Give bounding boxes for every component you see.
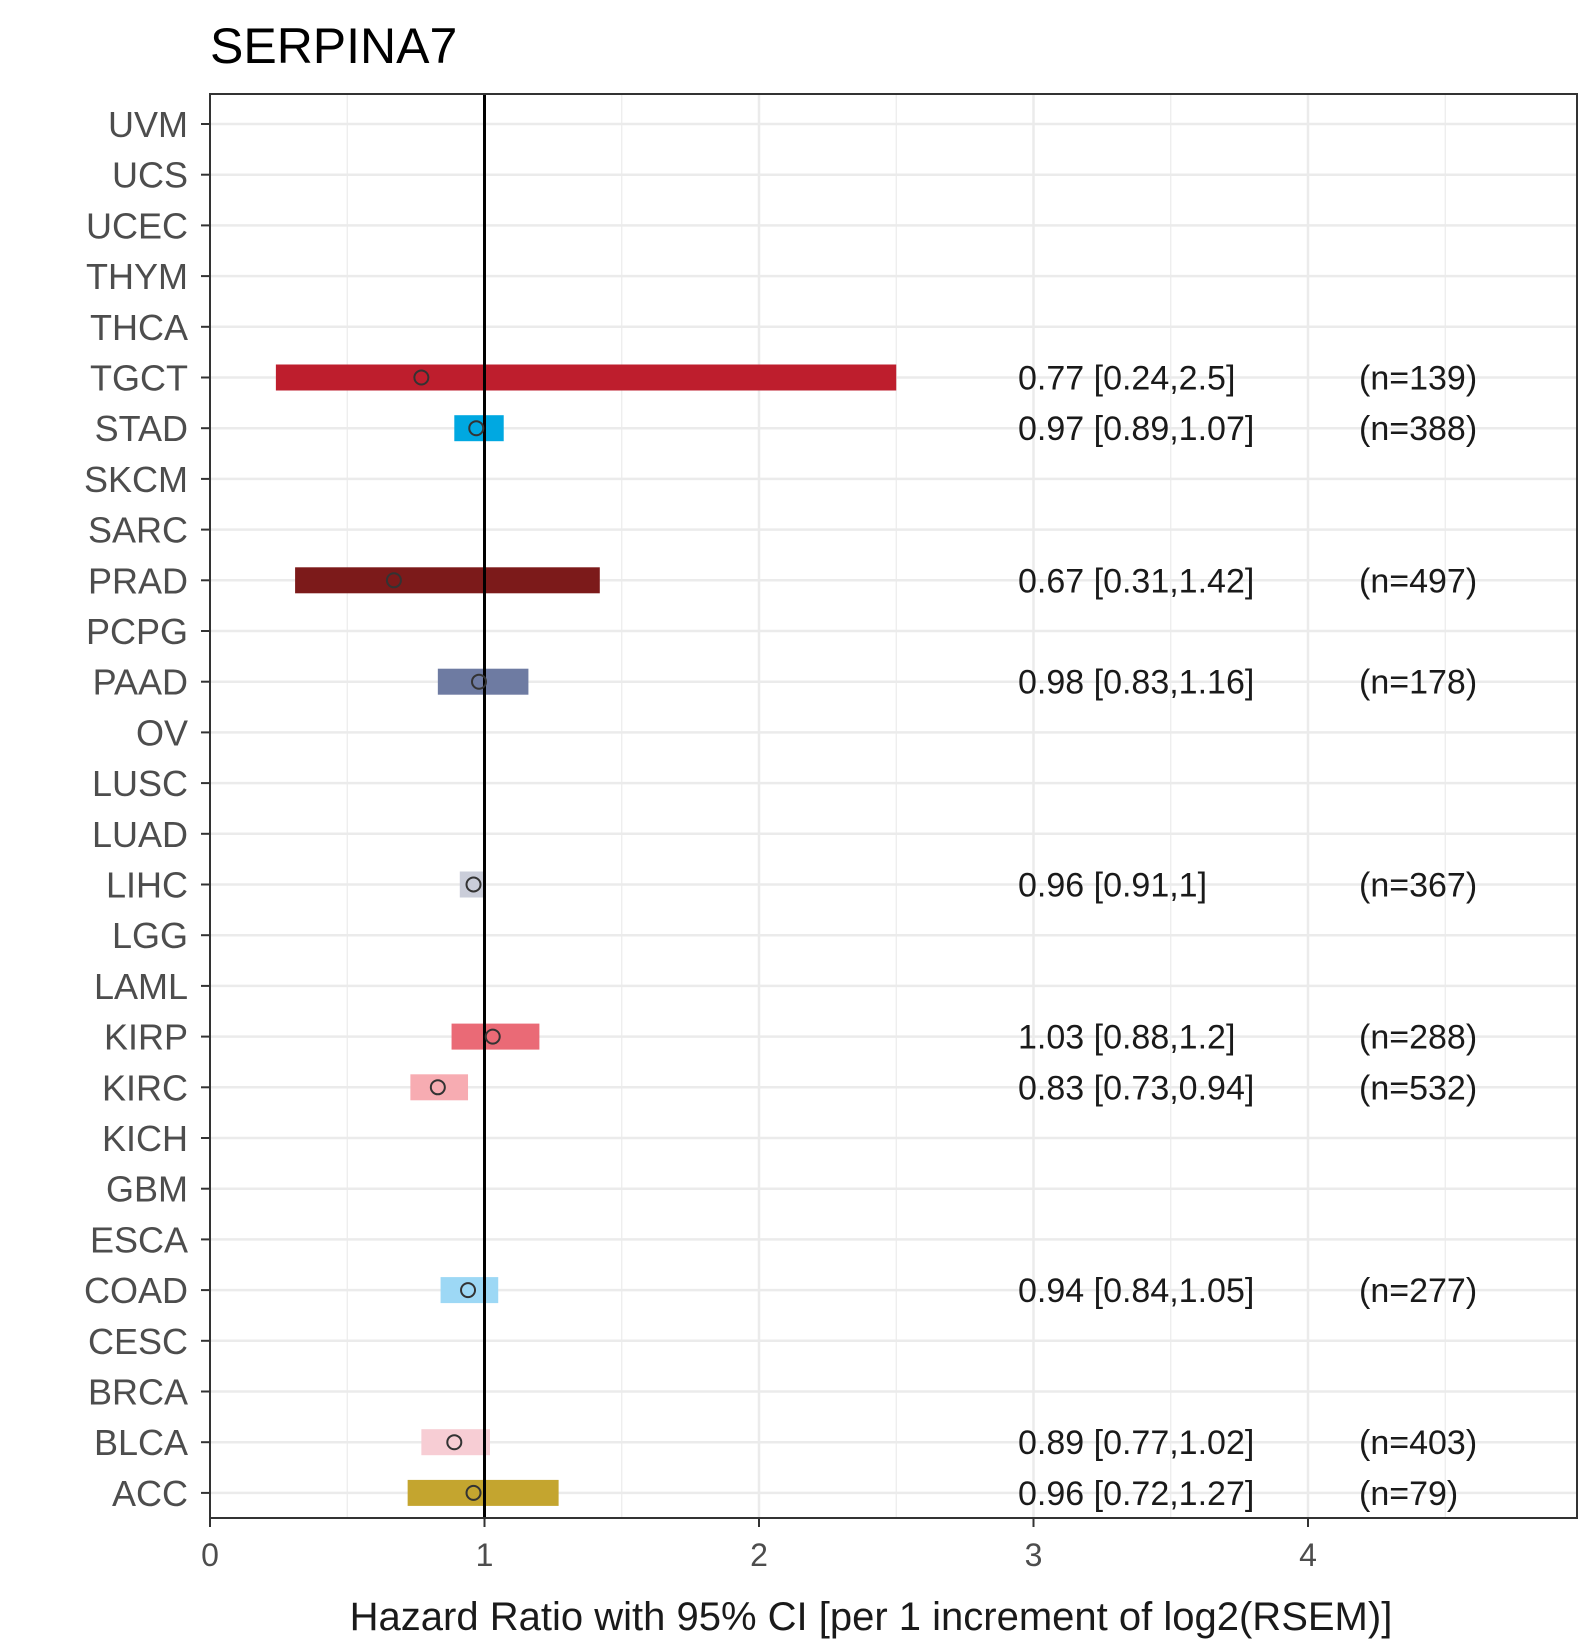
x-axis-label: Hazard Ratio with 95% CI [per 1 incremen… [350,1595,1393,1639]
hr-ci-label: 0.89 [0.77,1.02] [1018,1424,1254,1462]
y-tick-label: THYM [86,256,188,297]
x-tick-label: 1 [476,1537,494,1573]
hr-ci-label: 0.96 [0.91,1] [1018,867,1207,905]
hr-point-stad [468,420,485,437]
y-tick-label: SKCM [84,459,188,500]
ci-bar-kirc [410,1074,469,1101]
hr-points [385,369,501,1501]
y-tick-label: LUAD [92,814,188,855]
y-tick-label: ESCA [90,1219,188,1260]
hr-ci-label: 0.77 [0.24,2.5] [1018,360,1235,398]
hr-point-prad [385,572,402,589]
hr-point-coad [460,1282,477,1299]
hr-point-lihc [465,876,482,893]
sample-size-label: (n=178) [1359,664,1477,702]
x-tick-label: 0 [201,1537,219,1573]
grid [210,94,1577,1518]
y-tick-label: LIHC [106,865,188,906]
hr-ci-label: 0.98 [0.83,1.16] [1018,664,1254,702]
y-tick-label: UCS [112,155,188,196]
ci-bar-blca [421,1429,490,1456]
ci-bar-tgct [275,364,897,391]
y-tick-label: CESC [88,1321,188,1362]
x-tick-label: 2 [750,1537,768,1573]
y-tick-label: ACC [112,1473,188,1514]
y-tick-label: UVM [108,104,188,145]
sample-size-label: (n=497) [1359,562,1477,600]
y-tick-label: THCA [90,307,188,348]
hr-ci-label: 0.67 [0.31,1.42] [1018,562,1254,600]
y-tick-label: COAD [84,1270,188,1311]
hr-ci-label: 1.03 [0.88,1.2] [1018,1019,1235,1057]
sample-size-label: (n=403) [1359,1424,1477,1462]
sample-size-label: (n=79) [1359,1475,1458,1513]
ci-bar-coad [440,1277,499,1304]
y-tick-label: KIRP [104,1017,188,1058]
y-tick-label: LAML [94,966,188,1007]
ci-bar-stad [454,415,504,442]
hr-ci-label: 0.97 [0.89,1.07] [1018,410,1254,448]
plot-panel [209,93,1578,1519]
y-tick-label: TGCT [90,358,188,399]
sample-size-label: (n=277) [1359,1272,1477,1310]
y-tick-label: LUSC [92,763,188,804]
sample-size-label: (n=139) [1359,360,1477,398]
y-tick-label: KICH [102,1118,188,1159]
hr-point-blca [446,1434,463,1451]
hr-ci-label: 0.94 [0.84,1.05] [1018,1272,1254,1310]
hr-point-tgct [413,369,430,386]
sample-size-label: (n=288) [1359,1019,1477,1057]
y-tick-label: PAAD [93,662,188,703]
hr-point-paad [471,673,488,690]
y-tick-label: STAD [95,408,188,449]
y-tick-label: BLCA [94,1422,188,1463]
y-tick-label: LGG [112,915,188,956]
y-tick-label: PRAD [88,560,188,601]
chart-title: SERPINA7 [210,18,457,74]
y-tick-label: UCEC [86,205,188,246]
y-tick-label: BRCA [88,1372,188,1413]
annotations: 0.77 [0.24,2.5] (n=139) 0.97 [0.89,1.07] (n… [1018,360,1477,1513]
hr-point-kirp [484,1028,501,1045]
ci-bar-prad [295,567,600,594]
sample-size-label: (n=388) [1359,410,1477,448]
hr-ci-label: 0.96 [0.72,1.27] [1018,1475,1254,1513]
sample-size-label: (n=532) [1359,1069,1477,1107]
hr-point-kirc [429,1079,446,1096]
y-tick-label: PCPG [86,611,188,652]
y-tick-label: KIRC [102,1067,188,1108]
y-tick-label: GBM [106,1169,188,1210]
ci-bars [275,364,897,1506]
x-tick-label: 3 [1025,1537,1043,1573]
y-tick-label: OV [136,712,188,753]
hr-ci-label: 0.83 [0.73,0.94] [1018,1069,1254,1107]
y-axis: UVM UCS UCEC THYM THCA TGCT STAD SKCM SARC PRAD PC… [84,104,210,1514]
x-axis: 0 1 2 3 4 [201,1518,1317,1573]
x-tick-label: 4 [1299,1537,1317,1573]
sample-size-label: (n=367) [1359,867,1477,905]
hr-point-acc [465,1484,482,1501]
y-tick-label: SARC [88,510,188,551]
ci-bar-kirp [451,1023,540,1050]
